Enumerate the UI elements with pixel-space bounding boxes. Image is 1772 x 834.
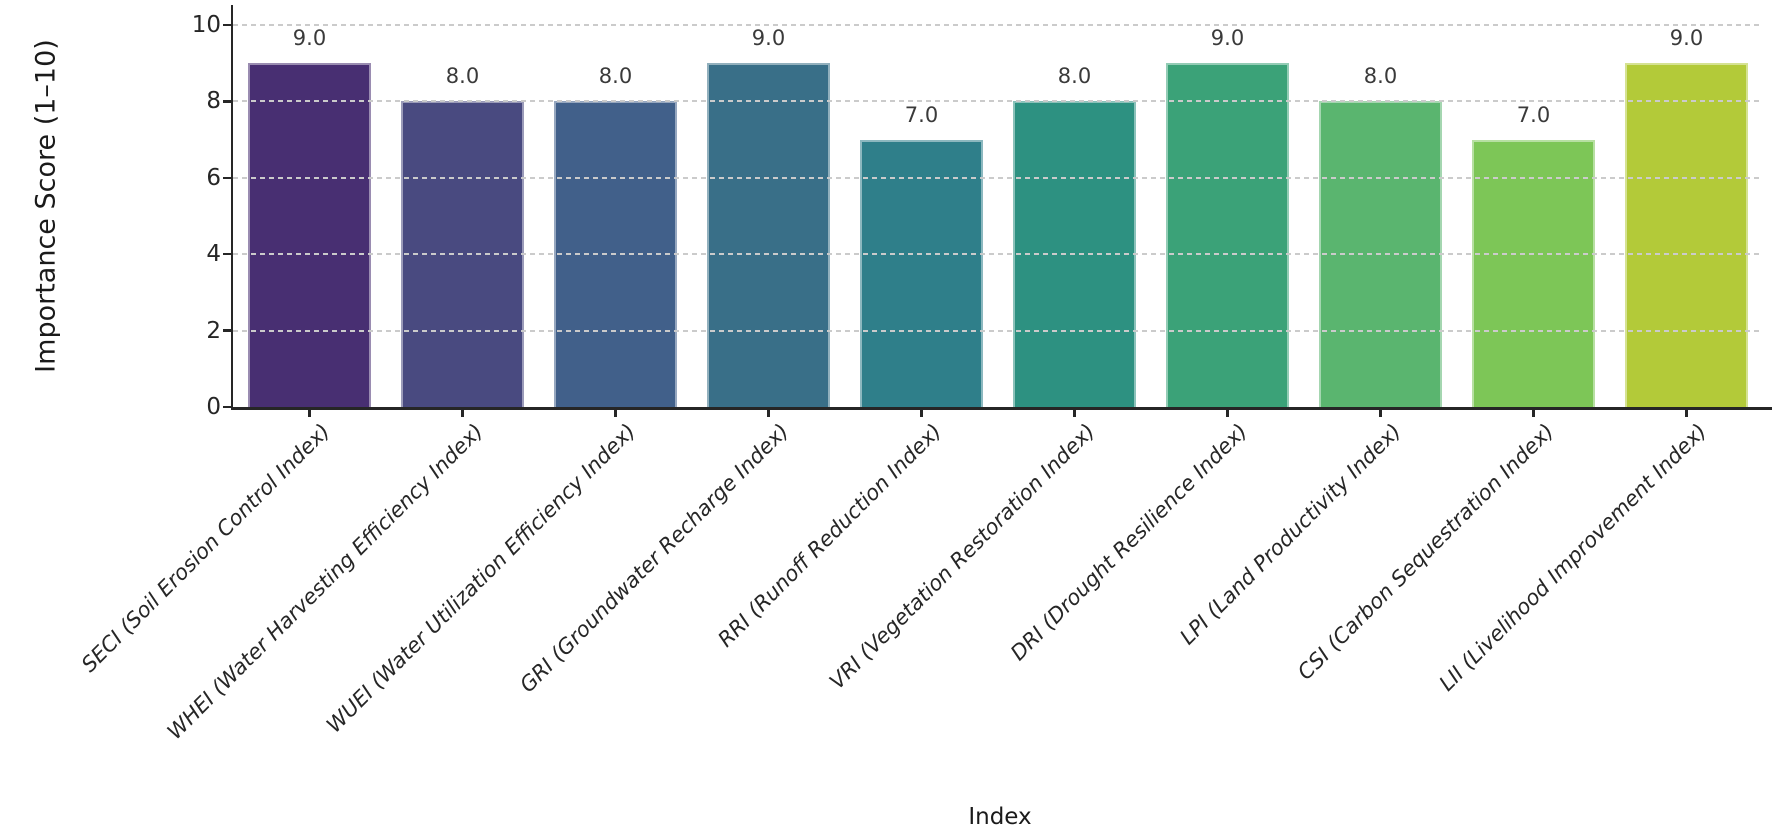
y-tick-label: 10 — [191, 12, 221, 38]
bar — [1472, 139, 1595, 407]
bar — [707, 63, 830, 407]
bar — [1625, 63, 1748, 407]
bar-value-label: 8.0 — [1057, 64, 1092, 89]
x-tick — [1685, 408, 1688, 417]
x-tick-label: WHEI (Water Harvesting Efficiency Index) — [162, 419, 488, 745]
left-spine — [230, 5, 233, 410]
y-tick — [223, 405, 233, 409]
y-tick-label: 4 — [206, 241, 221, 268]
bottom-spine — [230, 407, 1772, 410]
gridline — [233, 100, 1763, 103]
y-tick — [223, 100, 233, 103]
bar-value-label: 8.0 — [445, 64, 480, 89]
y-axis-title: Importance Score (1–10) — [30, 39, 62, 373]
y-tick — [223, 176, 233, 180]
bar-value-label: 7.0 — [1516, 102, 1551, 127]
bar-value-label: 9.0 — [1669, 26, 1704, 51]
x-tick-label: DRI (Drought Resilience Index) — [1006, 419, 1253, 666]
x-tick-label: WUEI (Water Utilization Efficiency Index… — [322, 419, 641, 738]
bar-value-label: 8.0 — [598, 64, 633, 89]
x-tick-label: SECI (Soil Erosion Control Index) — [76, 419, 335, 677]
y-tick-label: 2 — [206, 317, 221, 344]
bar-value-label: 7.0 — [904, 102, 939, 127]
x-tick — [1532, 408, 1535, 417]
bar — [248, 63, 371, 407]
x-tick — [1226, 408, 1229, 417]
x-tick-label: VRI (Vegetation Restoration Index) — [824, 419, 1100, 694]
x-tick-label: LII (Livelihood Improvement Index) — [1434, 419, 1712, 696]
x-tick — [767, 408, 770, 417]
x-axis-title: Index — [968, 804, 1032, 830]
gridline — [233, 329, 1763, 332]
gridline — [233, 176, 1763, 179]
y-tick-label: 8 — [206, 88, 221, 115]
y-tick — [223, 329, 233, 332]
x-tick — [461, 408, 464, 417]
gridline — [233, 253, 1763, 256]
bar — [1166, 63, 1289, 407]
x-tick — [308, 408, 311, 417]
x-tick — [920, 408, 923, 417]
bar — [860, 139, 983, 407]
y-tick — [223, 23, 233, 27]
bar-value-label: 8.0 — [1363, 64, 1398, 89]
x-tick — [1379, 408, 1382, 417]
bar-value-label: 9.0 — [1210, 26, 1245, 51]
y-tick — [223, 252, 233, 256]
gridline — [233, 24, 1763, 26]
x-tick — [1073, 408, 1076, 417]
bar-value-label: 9.0 — [751, 26, 786, 51]
y-tick-label: 6 — [206, 164, 221, 191]
x-tick-label: GRI (Groundwater Recharge Index) — [515, 419, 794, 698]
x-tick-label: CSI (Carbon Sequestration Index) — [1292, 419, 1559, 685]
bar-value-label: 9.0 — [292, 26, 327, 51]
x-tick — [614, 408, 617, 417]
y-tick-label: 0 — [206, 394, 221, 420]
